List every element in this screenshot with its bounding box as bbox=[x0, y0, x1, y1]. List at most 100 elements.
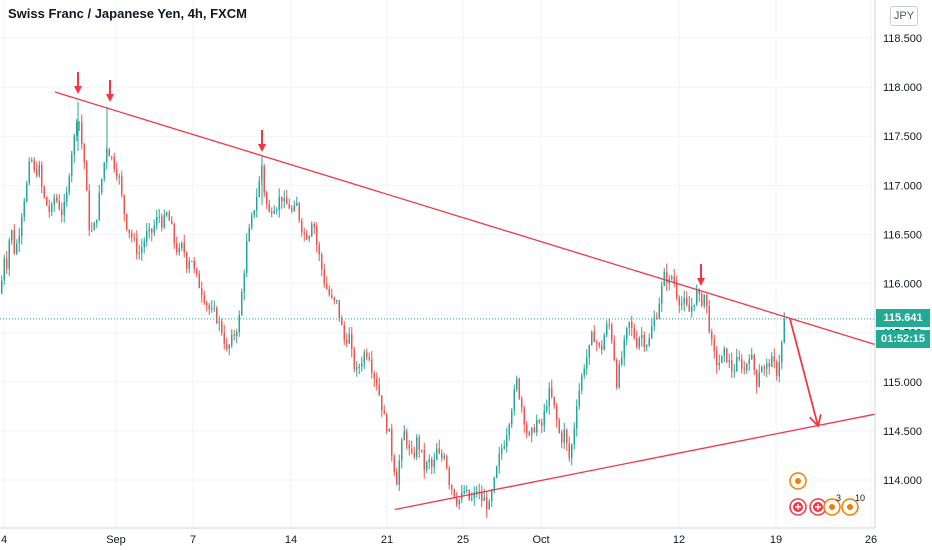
x-tick-label-9: 26 bbox=[865, 534, 877, 546]
candle-down bbox=[533, 427, 535, 433]
candle-down bbox=[408, 445, 410, 449]
candle-up bbox=[591, 331, 593, 345]
drawing-layer[interactable] bbox=[0, 72, 876, 511]
candle-up bbox=[511, 410, 513, 425]
candle-up bbox=[506, 435, 508, 447]
candle-up bbox=[163, 215, 165, 228]
candle-up bbox=[428, 459, 430, 463]
candle-down bbox=[288, 204, 290, 209]
candle-up bbox=[336, 300, 338, 302]
candle-down bbox=[303, 232, 305, 234]
candle-down bbox=[763, 366, 765, 369]
candle-down bbox=[656, 317, 658, 319]
candle-up bbox=[26, 183, 28, 202]
candle-down bbox=[601, 345, 603, 350]
y-tick-label-4: 116.000 bbox=[883, 279, 922, 291]
candle-up bbox=[493, 477, 495, 492]
candle-down bbox=[326, 283, 328, 289]
candle-down bbox=[753, 354, 755, 370]
x-tick-label-8: 19 bbox=[770, 534, 782, 546]
candle-up bbox=[21, 216, 23, 237]
candle-up bbox=[308, 236, 310, 240]
candle-down bbox=[726, 348, 728, 362]
price-axis[interactable]: 114.000114.500115.000115.500116.000116.5… bbox=[874, 0, 922, 528]
candle-up bbox=[586, 357, 588, 369]
candle-down bbox=[271, 211, 273, 214]
candle-up bbox=[476, 491, 478, 493]
event-ring-icon-2[interactable] bbox=[841, 498, 859, 516]
candle-up bbox=[426, 462, 428, 470]
candle-up bbox=[96, 219, 98, 224]
chart-title: Swiss Franc / Japanese Yen, 4h, FXCM bbox=[8, 6, 247, 21]
candle-up bbox=[473, 492, 475, 499]
y-tick-label-9: 118.500 bbox=[883, 33, 922, 45]
candle-up bbox=[76, 122, 78, 136]
candle-up bbox=[178, 248, 180, 253]
candle-up bbox=[293, 205, 295, 211]
candle-down bbox=[208, 305, 210, 310]
candle-up bbox=[141, 247, 143, 253]
candle-down bbox=[298, 202, 300, 221]
candle-down bbox=[386, 414, 388, 432]
candle-down bbox=[373, 372, 375, 379]
candle-up bbox=[443, 455, 445, 459]
currency-button[interactable]: JPY bbox=[890, 6, 918, 26]
event-plus-icon[interactable] bbox=[789, 498, 807, 516]
candle-up bbox=[681, 303, 683, 306]
candle-down bbox=[713, 339, 715, 352]
candle-up bbox=[98, 192, 100, 220]
candle-down bbox=[351, 333, 353, 350]
candle-down bbox=[193, 260, 195, 269]
event-marker-icon[interactable] bbox=[789, 472, 807, 490]
x-tick-label-6: Oct bbox=[532, 534, 549, 546]
candle-down bbox=[518, 378, 520, 399]
candle-up bbox=[258, 180, 260, 197]
candle-down bbox=[176, 243, 178, 253]
candle-up bbox=[146, 231, 148, 242]
time-axis[interactable]: 4 Sep 7 14 21 25 Oct 12 19 26 bbox=[0, 527, 877, 546]
candle-down bbox=[541, 422, 543, 426]
candle-up bbox=[158, 216, 160, 218]
candle-up bbox=[466, 489, 468, 492]
candle-up bbox=[543, 410, 545, 426]
event-ring-icon[interactable] bbox=[823, 498, 841, 516]
candle-up bbox=[638, 338, 640, 348]
candle-down bbox=[301, 220, 303, 233]
candle-up bbox=[273, 210, 275, 214]
candle-down bbox=[111, 156, 113, 158]
candle-up bbox=[723, 348, 725, 356]
candle-up bbox=[433, 459, 435, 467]
last-price-label: 115.641 bbox=[876, 309, 930, 327]
candle-up bbox=[23, 201, 25, 217]
candle-up bbox=[546, 406, 548, 411]
candle-up bbox=[238, 315, 240, 333]
candle-down bbox=[41, 164, 43, 187]
candle-up bbox=[496, 466, 498, 478]
candle-up bbox=[751, 354, 753, 360]
candle-down bbox=[216, 307, 218, 323]
candle-down bbox=[371, 359, 373, 373]
candle-down bbox=[438, 448, 440, 454]
chart-widgets[interactable]: 3 10 bbox=[789, 472, 865, 516]
x-tick-label-1: Sep bbox=[106, 534, 126, 546]
candle-down bbox=[686, 298, 688, 305]
candle-up bbox=[256, 196, 258, 211]
candle-up bbox=[348, 333, 350, 344]
candle-up bbox=[761, 366, 763, 373]
candle-down bbox=[593, 331, 595, 343]
badge-count-b: 10 bbox=[855, 493, 865, 503]
candle-down bbox=[731, 360, 733, 372]
chart-grid bbox=[0, 0, 875, 528]
candle-down bbox=[633, 328, 635, 339]
candle-up bbox=[18, 236, 20, 244]
candle-up bbox=[63, 201, 65, 216]
candle-down bbox=[343, 325, 345, 341]
candle-down bbox=[333, 297, 335, 301]
candle-down bbox=[116, 169, 118, 177]
candle-down bbox=[313, 224, 315, 227]
candle-down bbox=[226, 344, 228, 349]
candle-up bbox=[513, 389, 515, 411]
candle-down bbox=[306, 232, 308, 240]
candle-down bbox=[406, 431, 408, 446]
